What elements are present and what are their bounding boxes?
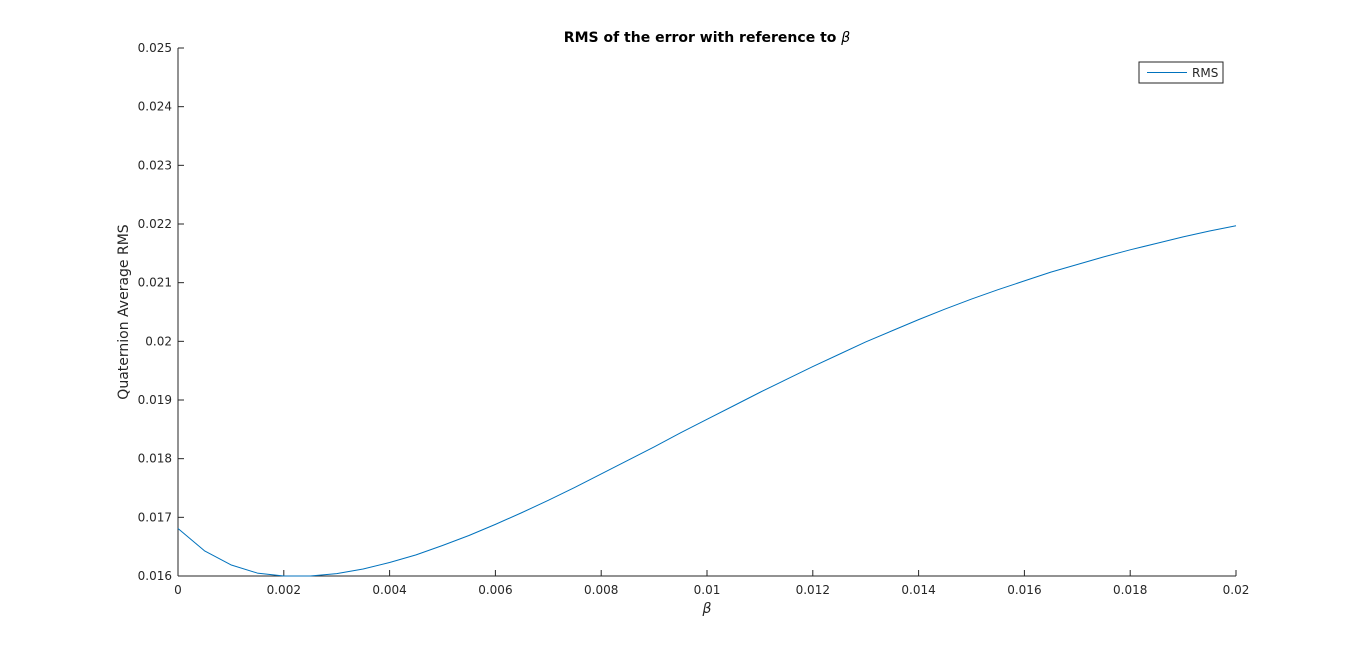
y-tick-label: 0.021 [138, 276, 172, 290]
legend-label-rms: RMS [1192, 66, 1218, 80]
x-tick-label: 0.02 [1223, 583, 1250, 597]
x-tick-label: 0.002 [267, 583, 301, 597]
chart-title-symbol: β [840, 30, 850, 46]
y-tick-label: 0.016 [138, 569, 172, 583]
series-line-rms [177, 225, 1237, 577]
y-tick-label: 0.017 [138, 510, 172, 524]
x-axis-label: β [702, 601, 712, 617]
x-tick-label: 0 [174, 583, 182, 597]
y-tick-label: 0.022 [138, 217, 172, 231]
y-tick-label: 0.018 [138, 452, 172, 466]
x-tick-label: 0.018 [1113, 583, 1147, 597]
chart-title-text: RMS of the error with reference to [564, 30, 841, 46]
x-tick-label: 0.016 [1007, 583, 1041, 597]
series-group [177, 225, 1237, 577]
x-tick-label: 0.012 [796, 583, 830, 597]
y-axis-label: Quaternion Average RMS [116, 224, 132, 399]
plot-area: 0 0.002 0.004 0.006 0.008 0.01 0.012 0.014 0.016… [138, 41, 1250, 597]
x-tick-label: 0.008 [584, 583, 618, 597]
chart-title: RMS of the error with reference to β [564, 30, 850, 46]
y-tick-label: 0.023 [138, 158, 172, 172]
x-tick-label: 0.014 [901, 583, 935, 597]
y-ticks: 0.016 0.017 0.018 0.019 0.02 0.021 0.022 0.023 0… [138, 41, 184, 583]
x-ticks: 0 0.002 0.004 0.006 0.008 0.01 0.012 0.014 0.016… [174, 570, 1249, 597]
legend: RMS [1138, 61, 1224, 84]
x-tick-label: 0.004 [372, 583, 406, 597]
y-tick-label: 0.02 [145, 334, 172, 348]
x-tick-label: 0.006 [478, 583, 512, 597]
x-tick-label: 0.01 [694, 583, 721, 597]
y-tick-label: 0.024 [138, 100, 172, 114]
y-tick-label: 0.019 [138, 393, 172, 407]
y-tick-label: 0.025 [138, 41, 172, 55]
